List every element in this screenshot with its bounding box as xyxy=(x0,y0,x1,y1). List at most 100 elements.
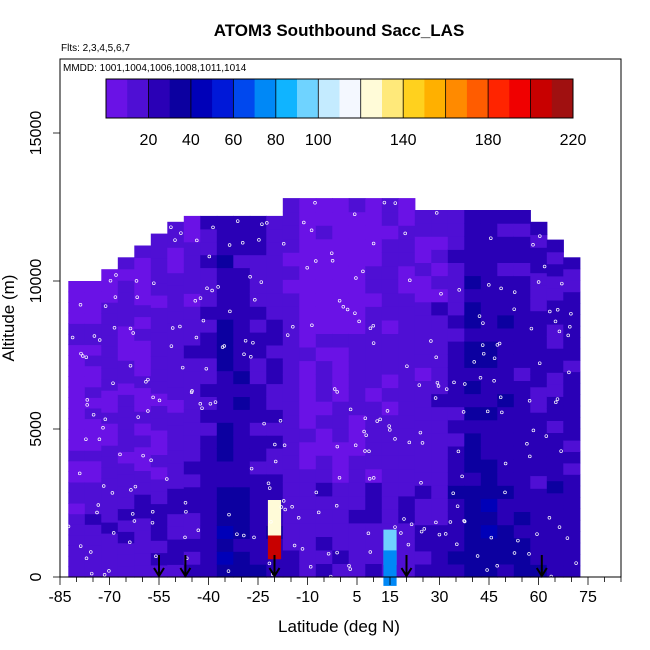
heatmap-cell xyxy=(480,380,498,395)
colorbar-segment xyxy=(466,79,489,118)
flight-point xyxy=(151,395,155,400)
heatmap-cell xyxy=(84,471,102,483)
profile-arrow-head xyxy=(268,567,281,578)
heatmap-cell xyxy=(447,537,465,552)
heatmap-cell xyxy=(282,306,300,321)
flight-point xyxy=(207,254,212,259)
heatmap-cell xyxy=(431,550,449,565)
flight-point xyxy=(481,351,486,356)
heatmap-cell xyxy=(84,545,102,557)
flight-point xyxy=(235,219,240,223)
heatmap-cell xyxy=(332,238,350,253)
heatmap-cell xyxy=(365,549,383,564)
heatmap-cell xyxy=(200,486,218,501)
heatmap-cell xyxy=(480,354,498,368)
heatmap-cell xyxy=(183,551,201,565)
heatmap-cell xyxy=(315,563,333,578)
flight-point xyxy=(210,288,214,293)
flight-point xyxy=(492,379,496,383)
heatmap-cell xyxy=(497,288,515,303)
heatmap-cell xyxy=(464,262,482,277)
heatmap-cell xyxy=(464,249,482,263)
flight-point xyxy=(565,536,570,540)
heatmap-cell xyxy=(200,215,218,230)
flight-point xyxy=(103,304,108,308)
heatmap-cell xyxy=(480,550,498,565)
heatmap-cell xyxy=(348,319,366,334)
heatmap-cell xyxy=(68,407,86,420)
flight-point xyxy=(89,571,94,576)
heatmap-cell xyxy=(447,550,465,565)
heatmap-cell xyxy=(299,509,317,524)
heatmap-cell xyxy=(282,441,300,456)
heatmap-cell xyxy=(216,293,234,307)
flight-point xyxy=(528,454,532,459)
heatmap-cell xyxy=(200,435,218,449)
heatmap-cell xyxy=(414,341,432,355)
flight-point xyxy=(499,286,503,291)
heatmap-cell xyxy=(546,552,564,566)
heatmap-cell xyxy=(332,387,350,402)
colorbar-segment xyxy=(148,79,171,118)
heatmap-cell xyxy=(84,429,102,441)
heatmap-cell xyxy=(365,387,383,402)
heatmap-cell xyxy=(216,486,234,501)
heatmap-cell xyxy=(266,370,284,385)
colorbar-segment xyxy=(233,79,256,118)
heatmap-cell xyxy=(546,480,564,494)
heatmap-cell xyxy=(167,259,185,274)
heatmap-cell xyxy=(282,252,300,267)
heatmap-cell xyxy=(117,508,135,521)
heatmap-cell xyxy=(414,262,432,277)
heatmap-cell xyxy=(249,280,267,294)
heatmap-cell xyxy=(431,445,449,460)
flight-point xyxy=(251,340,255,345)
heatmap-cell xyxy=(348,347,366,362)
heatmap-cell xyxy=(431,262,449,277)
heatmap-cell xyxy=(563,360,581,373)
flight-point xyxy=(492,356,497,360)
heatmap-cell xyxy=(216,538,234,552)
heatmap-cell xyxy=(200,448,218,462)
flight-point xyxy=(278,419,283,423)
heatmap-cell xyxy=(497,236,515,250)
heatmap-cell xyxy=(183,525,201,539)
heatmap-cell xyxy=(216,396,234,410)
heatmap-cell xyxy=(513,537,531,552)
heatmap-cell xyxy=(249,499,267,514)
heatmap-cell xyxy=(414,563,432,578)
heatmap-cell xyxy=(117,257,135,270)
heatmap-cell xyxy=(464,380,482,395)
heatmap-cell xyxy=(497,341,515,355)
heatmap-cell xyxy=(497,498,515,512)
y-tick-label: 15000 xyxy=(28,111,45,156)
heatmap-cell xyxy=(84,397,102,409)
heatmap-cell xyxy=(431,537,449,552)
flight-point xyxy=(337,298,342,303)
heatmap-cell xyxy=(315,455,333,470)
heatmap-cell xyxy=(266,306,284,320)
heatmap-cell xyxy=(530,234,548,248)
flight-point xyxy=(408,278,412,283)
heatmap-cell xyxy=(530,513,548,527)
heatmap-cell xyxy=(563,303,581,315)
heatmap-cell xyxy=(513,419,531,434)
heatmap-cell xyxy=(546,468,564,482)
heatmap-cell xyxy=(431,472,449,486)
heatmap-cell xyxy=(315,225,333,240)
flight-point xyxy=(393,525,397,529)
flight-point xyxy=(95,510,99,515)
heatmap-cell xyxy=(200,525,218,539)
y-tick-label: 0 xyxy=(28,572,45,581)
heatmap-cell xyxy=(299,441,317,456)
heatmap-cell xyxy=(183,564,201,578)
flight-point xyxy=(96,503,101,507)
heatmap-cell xyxy=(365,455,383,470)
heatmap-cell xyxy=(365,347,383,362)
heatmap-cell xyxy=(68,429,86,441)
heatmap-cell xyxy=(84,524,102,536)
heatmap-cell xyxy=(150,233,168,247)
heatmap-cell xyxy=(216,422,234,436)
colorbar-segment xyxy=(297,79,319,118)
flight-point xyxy=(118,452,122,457)
